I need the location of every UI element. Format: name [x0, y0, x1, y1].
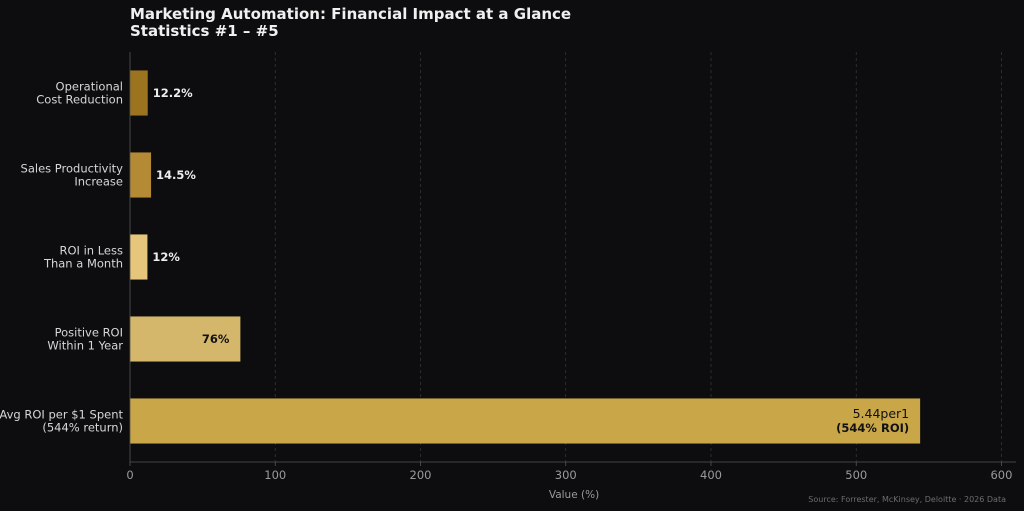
x-tick-label: 500: [845, 468, 867, 482]
x-tick-label: 0: [126, 468, 133, 482]
chart-title: Marketing Automation: Financial Impact a…: [130, 5, 571, 23]
source-note: Source: Forrester, McKinsey, Deloitte · …: [808, 495, 1006, 504]
x-axis: 0 100 200 300 400 500 600: [126, 52, 1016, 482]
bar: [130, 70, 148, 116]
bar: [130, 316, 241, 362]
y-tick-label: Cost Reduction: [36, 93, 123, 107]
data-label: (544% ROI): [836, 421, 909, 435]
y-tick-label: Than a Month: [43, 257, 123, 271]
bar: [130, 398, 921, 444]
bar: [130, 152, 152, 198]
data-label: 14.5%: [156, 168, 196, 182]
bars: [130, 70, 921, 444]
data-label: 5.44per1: [853, 406, 910, 421]
x-tick-label: 100: [264, 468, 286, 482]
data-label: 12%: [152, 250, 180, 264]
y-tick-label: Within 1 Year: [47, 339, 123, 353]
value-labels: 12.2% 14.5% 12% 76% 5.44per1(544% ROI): [152, 86, 909, 435]
bar: [130, 234, 148, 280]
x-axis-title: Value (%): [549, 489, 599, 501]
y-tick-label: Avg ROI per $1 Spent: [0, 408, 123, 422]
y-tick-label: (544% return): [42, 421, 123, 435]
data-label: 12.2%: [153, 86, 193, 100]
grid-lines: [274, 52, 1002, 462]
y-tick-label: Sales Productivity: [21, 162, 124, 176]
x-tick-label: 400: [700, 468, 722, 482]
y-tick-label: Operational: [56, 80, 123, 94]
x-tick-label: 300: [555, 468, 577, 482]
y-tick-label: ROI in Less: [60, 244, 124, 258]
data-label: 76%: [202, 332, 230, 346]
y-tick-label: Positive ROI: [55, 326, 123, 340]
x-tick-label: 200: [410, 468, 432, 482]
chart-subtitle: Statistics #1 – #5: [130, 22, 279, 40]
y-tick-label: Increase: [74, 175, 123, 189]
x-tick-label: 600: [990, 468, 1012, 482]
